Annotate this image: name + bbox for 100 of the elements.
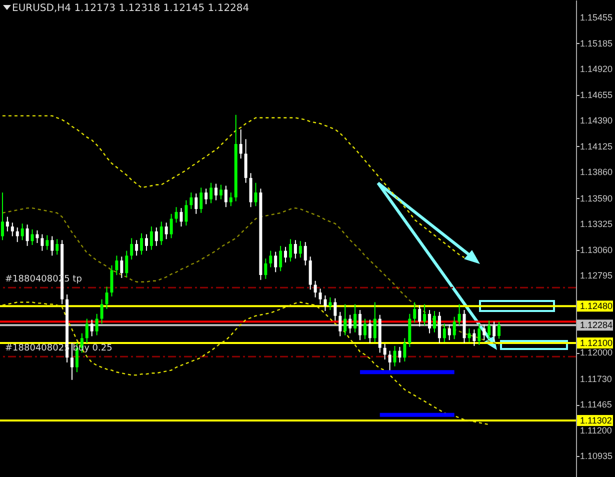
candlestick [10,222,14,237]
candlestick [328,296,332,311]
candlestick [224,185,228,208]
candlestick [388,350,392,371]
candlestick [304,242,307,266]
chart-title: EURUSD,H4 1.12173 1.12318 1.12145 1.12284 [12,3,250,14]
line-series [2,302,490,426]
candlestick [358,310,362,341]
y-tick-label: 1.12000 [580,348,613,358]
candlestick [110,264,114,297]
candlestick [6,216,9,232]
candlestick [194,193,198,214]
y-tick-label: 1.11465 [580,400,612,410]
candlestick [482,324,486,341]
candlestick [95,313,98,336]
candlestick [478,323,481,346]
ref-line-label: 1.11302 [580,415,612,426]
candlestick [472,328,476,346]
candlestick [16,226,19,243]
candlestick [174,206,178,224]
candlestick [448,324,451,341]
candlestick [428,310,432,334]
ref-line-label: 1.12480 [580,301,613,312]
candlestick [70,342,74,380]
candlestick [418,304,422,328]
candlestick [413,302,416,324]
candlestick [254,182,258,207]
candlestick [144,234,148,252]
candlestick [130,238,134,260]
candlestick [298,240,302,258]
candlestick [150,226,153,250]
y-tick-label: 1.11200 [580,425,612,436]
candlestick [170,213,173,239]
candlestick [264,258,268,280]
candlestick [452,316,456,340]
candlestick [204,188,208,205]
candlestick [492,321,496,342]
candlestick [164,222,168,240]
candlestick [284,246,288,263]
candlestick [398,346,402,363]
candlestick [288,238,292,262]
candlestick [120,256,124,278]
candlestick [85,318,88,344]
candlestick [348,314,352,334]
candlestick [190,192,193,210]
ref-line-label: 1.12284 [580,320,613,330]
y-tick-label: 1.13325 [580,219,613,230]
candlestick [438,311,441,344]
candlestick [105,286,108,310]
y-tick-label: 1.15185 [580,38,613,48]
candlestick [488,320,491,340]
candlestick [56,238,59,256]
candlestick [0,192,4,241]
candlestick [154,226,158,246]
y-tick-label: 1.14390 [580,116,613,126]
candlestick [100,298,104,324]
candlestick [239,128,242,160]
ref-line-label: 1.12100 [580,338,613,348]
candlestick [184,200,188,226]
candlestick [318,288,322,305]
y-tick-label: 1.13860 [580,167,613,178]
y-tick-label: 1.10935 [580,451,613,462]
candlestick [50,236,54,256]
candlestick [383,343,386,360]
candlestick [115,255,118,276]
candlestick [180,208,183,228]
y-tick-label: 1.14125 [580,141,613,152]
y-tick-label: 1.12795 [580,270,613,281]
y-tick-label: 1.13590 [580,193,613,204]
candlestick [214,183,218,201]
candlestick [229,192,232,207]
candlestick [324,294,327,312]
candlestick [458,304,461,326]
candlestick [468,328,471,343]
candlestick [363,318,366,340]
candlestick [279,245,282,272]
candlestick [46,234,49,250]
candlestick [135,240,138,256]
candlestick [160,221,163,246]
candlestick [20,223,24,241]
candlestick [442,323,446,343]
candlestick [140,232,144,256]
candlestick [432,310,436,333]
candlestick [90,319,94,337]
candlestick [373,302,376,343]
candlestick [423,304,426,326]
candlestick [393,345,396,367]
candlestick [344,304,347,336]
y-tick-label: 1.11730 [580,374,612,384]
candlestick [403,338,406,362]
candlestick [30,228,34,246]
candlestick [200,187,203,214]
candlestick [294,240,297,260]
candlestick [26,224,29,246]
candlestick [269,250,272,268]
candlestick [125,250,128,278]
candlestick [210,182,213,204]
candlestick [368,319,372,344]
candlestick [274,251,278,273]
candlestick [219,184,222,200]
